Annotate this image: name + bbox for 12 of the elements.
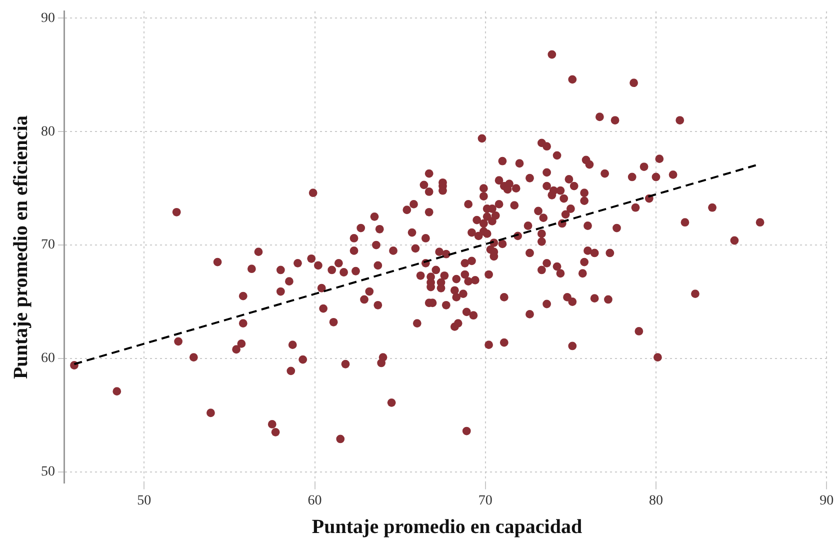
- x-tick-label: 60: [308, 493, 322, 508]
- y-tick-label: 90: [41, 10, 55, 26]
- x-tick-label: 90: [820, 493, 834, 508]
- y-tick-label: 70: [41, 238, 55, 253]
- x-tick-label: 70: [478, 493, 492, 508]
- y-axis-title: Puntaje promedio en eficiencia: [10, 116, 32, 380]
- x-tick-label: 80: [648, 493, 663, 508]
- y-tick-label: 60: [41, 351, 55, 366]
- x-tick-label: 50: [137, 493, 152, 508]
- x-axis-title: Puntaje promedio en capacidad: [312, 516, 582, 538]
- y-tick-label: 50: [41, 464, 55, 480]
- y-tick-label: 80: [41, 124, 55, 140]
